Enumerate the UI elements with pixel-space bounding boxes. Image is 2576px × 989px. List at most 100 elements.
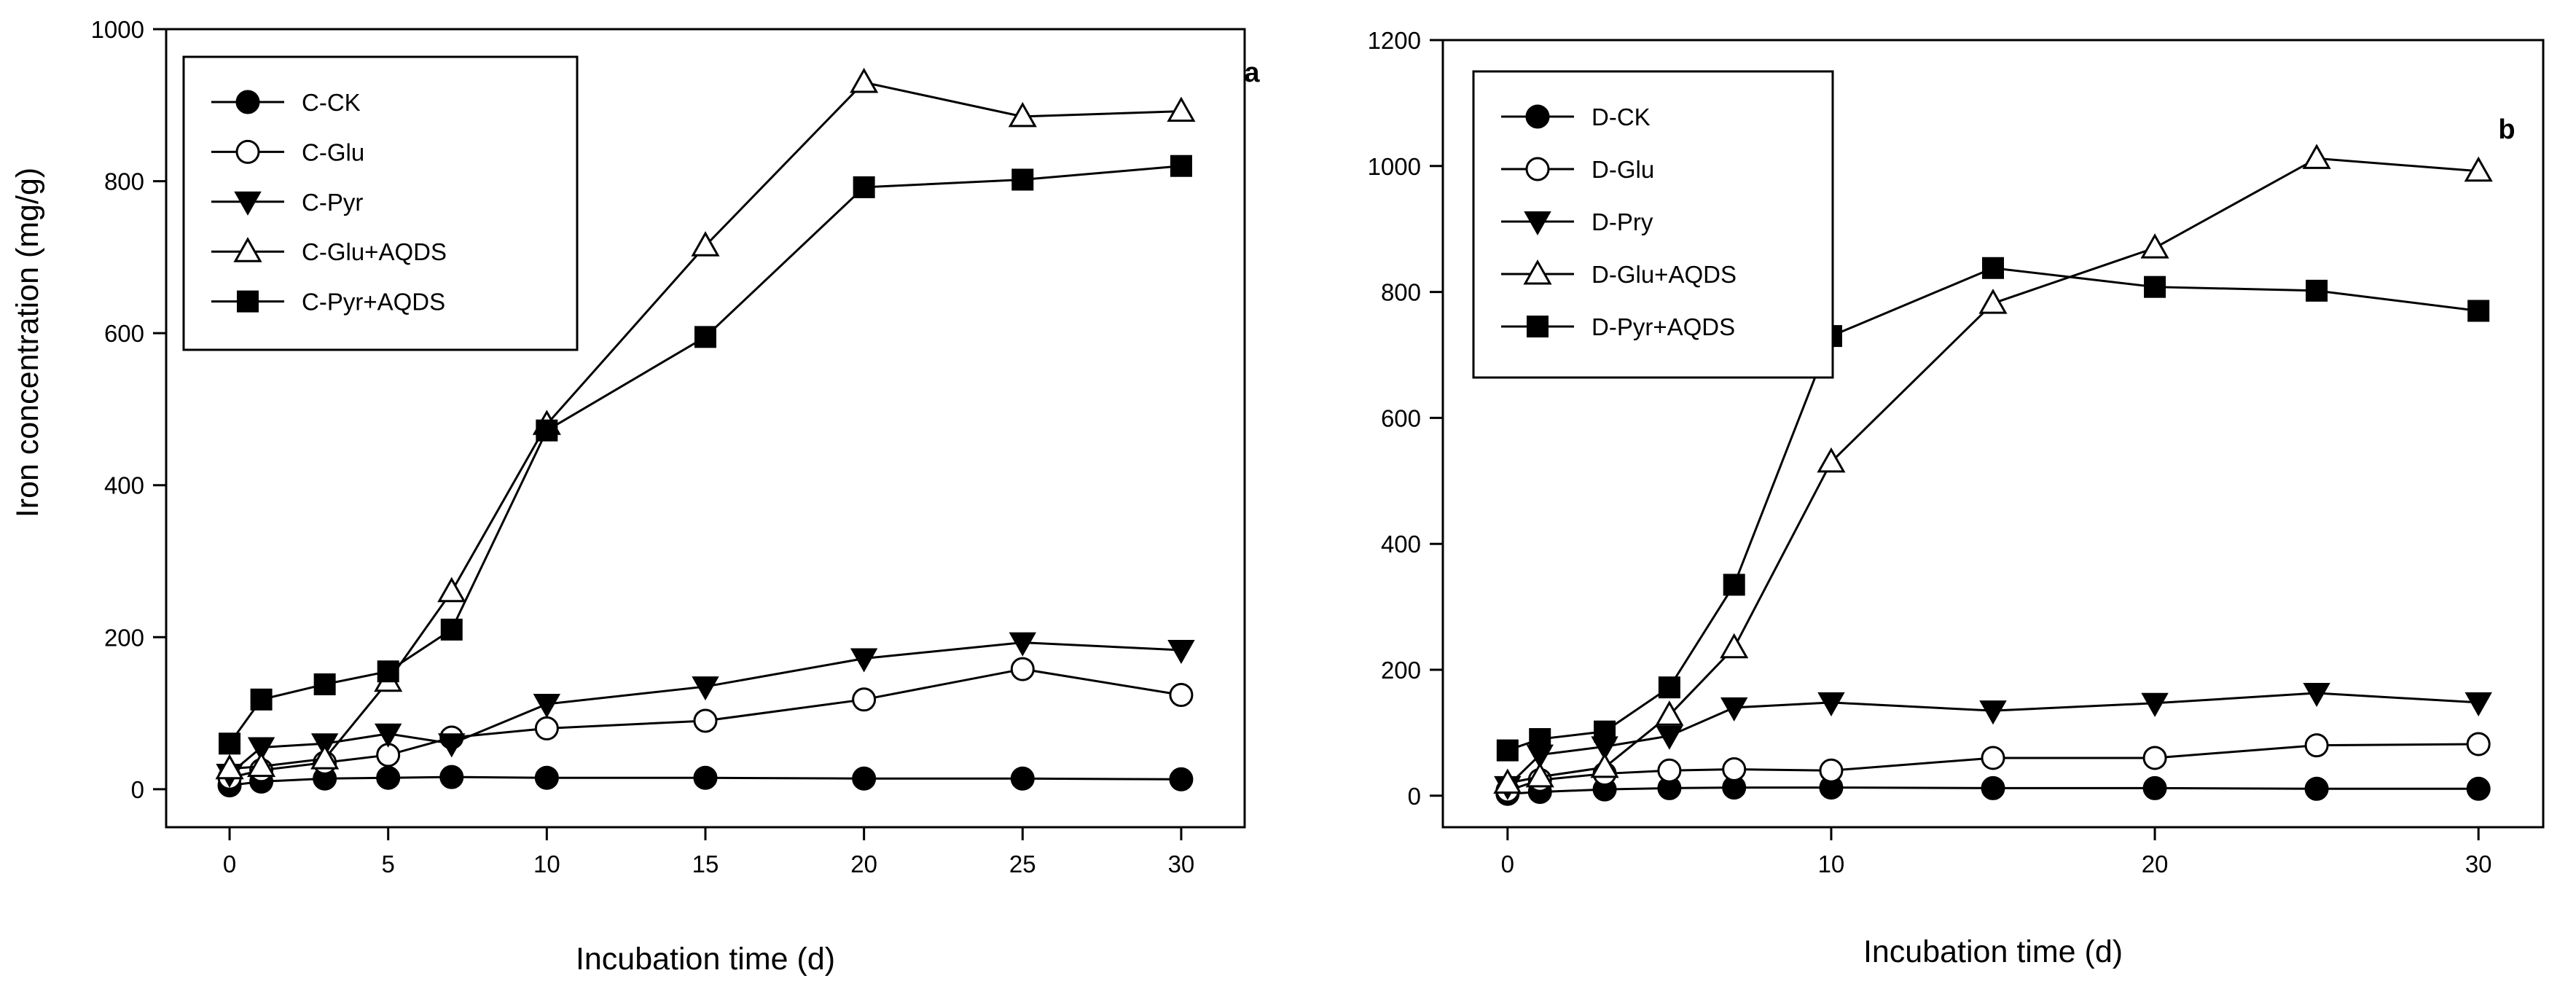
series-line bbox=[1507, 157, 2479, 784]
data-point bbox=[1817, 447, 1846, 473]
legend-marker bbox=[1523, 259, 1552, 285]
data-point bbox=[1496, 739, 1519, 762]
x-tick-label: 0 bbox=[223, 851, 236, 877]
data-point bbox=[2306, 279, 2328, 302]
data-point bbox=[374, 723, 402, 748]
legend-label: C-Pyr+AQDS bbox=[302, 289, 445, 316]
x-tick-label: 5 bbox=[382, 851, 395, 877]
legend-label: C-CK bbox=[302, 89, 361, 116]
legend-label: D-Glu+AQDS bbox=[1592, 261, 1737, 288]
data-point bbox=[1723, 574, 1745, 596]
legend-label: C-Pyr bbox=[302, 189, 363, 216]
x-tick-label: 15 bbox=[692, 851, 719, 877]
data-point bbox=[693, 765, 718, 790]
data-point bbox=[850, 648, 878, 673]
data-point bbox=[1817, 692, 1845, 716]
data-point bbox=[1720, 633, 1749, 659]
data-point bbox=[693, 708, 718, 733]
y-axis-title: Iron concentration (mg/g) bbox=[10, 168, 45, 517]
data-point bbox=[310, 744, 340, 770]
data-point bbox=[1167, 640, 1195, 665]
data-point bbox=[1658, 676, 1680, 699]
data-point bbox=[2464, 156, 2493, 182]
y-tick-label: 600 bbox=[104, 320, 144, 347]
x-tick-label: 0 bbox=[1501, 851, 1514, 877]
y-tick-label: 200 bbox=[104, 624, 144, 651]
series-line bbox=[1507, 786, 2479, 795]
series-d-ck bbox=[1495, 775, 2491, 806]
data-point bbox=[1590, 752, 1619, 778]
y-tick-label: 0 bbox=[131, 776, 144, 803]
data-point bbox=[1594, 720, 1616, 743]
data-point bbox=[247, 737, 275, 762]
data-point bbox=[437, 576, 466, 603]
data-point bbox=[1011, 168, 1034, 191]
data-point bbox=[2302, 144, 2331, 169]
data-point bbox=[1982, 257, 2004, 279]
data-point bbox=[1657, 758, 1682, 783]
legend-label: C-Glu+AQDS bbox=[302, 238, 447, 265]
data-point bbox=[1978, 289, 2008, 314]
legend-marker bbox=[233, 237, 262, 262]
data-point bbox=[1010, 657, 1035, 681]
legend-marker bbox=[1525, 157, 1550, 181]
data-point bbox=[1981, 746, 2005, 770]
data-point bbox=[1655, 700, 1684, 726]
legend-marker bbox=[235, 139, 260, 164]
data-point bbox=[2467, 300, 2490, 322]
data-point bbox=[1169, 683, 1194, 708]
data-point bbox=[1010, 766, 1035, 791]
legend-marker bbox=[237, 290, 259, 313]
x-tick-label: 20 bbox=[2142, 851, 2169, 877]
data-point bbox=[691, 231, 720, 257]
data-point bbox=[440, 618, 463, 641]
legend-label: D-Pry bbox=[1592, 208, 1653, 235]
data-point bbox=[1529, 728, 1551, 751]
legend-marker bbox=[1527, 316, 1549, 337]
data-point bbox=[2466, 732, 2491, 757]
series-line bbox=[1507, 743, 2479, 792]
data-point bbox=[313, 673, 336, 695]
x-tick-label: 30 bbox=[1168, 851, 1195, 877]
legend-label: D-Glu bbox=[1592, 156, 1654, 183]
data-point bbox=[692, 676, 719, 701]
data-point bbox=[533, 694, 561, 719]
data-point bbox=[377, 660, 399, 683]
data-point bbox=[2304, 776, 2329, 801]
y-tick-label: 400 bbox=[1381, 531, 1421, 558]
data-point bbox=[376, 765, 401, 790]
data-point bbox=[438, 733, 466, 758]
data-point bbox=[534, 716, 559, 740]
legend-marker bbox=[234, 191, 262, 216]
data-point bbox=[1008, 101, 1037, 128]
x-tick-label: 30 bbox=[2465, 851, 2492, 877]
data-point bbox=[1009, 632, 1037, 657]
data-point bbox=[1169, 767, 1194, 791]
data-point bbox=[852, 766, 877, 791]
y-tick-label: 1000 bbox=[1368, 153, 1421, 180]
y-tick-label: 0 bbox=[1408, 783, 1421, 810]
x-axis-title: Incubation time (d) bbox=[576, 942, 835, 977]
x-tick-label: 10 bbox=[1818, 851, 1845, 877]
series-c-pyr bbox=[216, 632, 1195, 789]
data-point bbox=[2141, 692, 2169, 717]
series-line bbox=[229, 641, 1182, 775]
x-tick-label: 10 bbox=[533, 851, 560, 877]
data-point bbox=[2142, 746, 2167, 770]
panel-letter: a bbox=[1244, 58, 1260, 88]
data-point bbox=[250, 688, 273, 711]
y-tick-label: 800 bbox=[1381, 279, 1421, 306]
series-c-pyr-aqds bbox=[219, 155, 1192, 755]
x-axis-title: Incubation time (d) bbox=[1863, 934, 2123, 969]
data-point bbox=[1819, 758, 1844, 783]
data-point bbox=[1979, 700, 2007, 725]
data-point bbox=[1656, 725, 1683, 750]
series-c-ck bbox=[217, 765, 1194, 798]
panel-b: 0 10 20 30 0 200 400 600 800 1000 1200 Incubation t… bbox=[1368, 27, 2545, 969]
x-tick-label: 25 bbox=[1009, 851, 1036, 877]
panel-a: 0 5 10 15 20 25 30 0 200 400 600 800 1000 Incubation … bbox=[10, 16, 1260, 977]
data-point bbox=[850, 67, 879, 93]
data-point bbox=[1720, 697, 1748, 722]
legend-marker bbox=[1524, 211, 1551, 236]
